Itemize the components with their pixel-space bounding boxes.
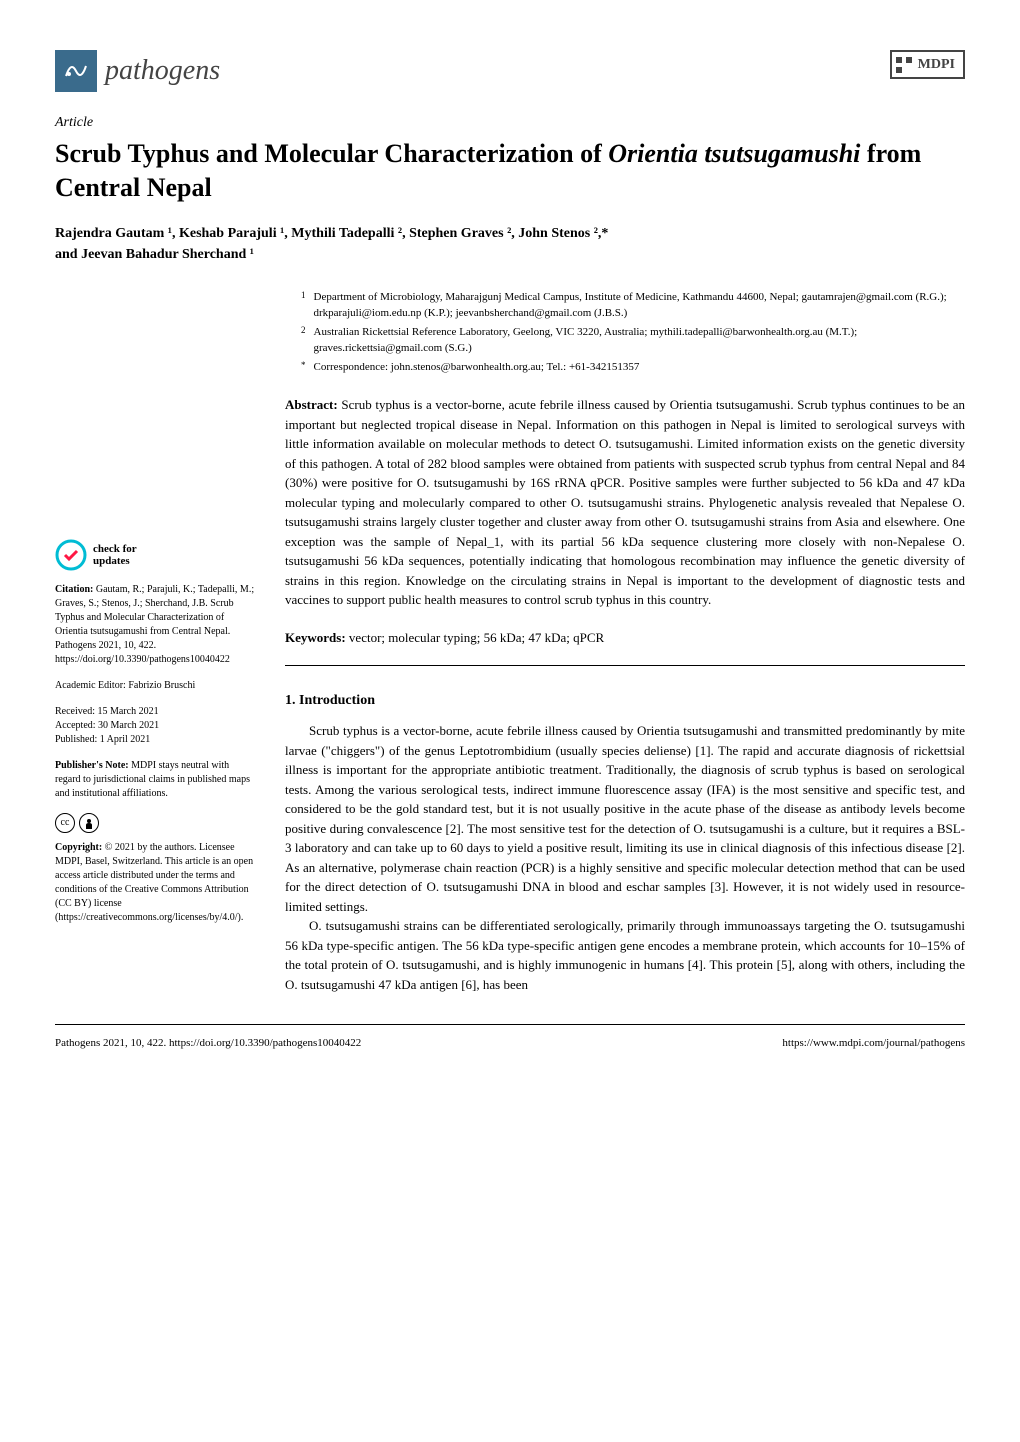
citation-text: Gautam, R.; Parajuli, K.; Tadepalli, M.;…	[55, 584, 254, 665]
check-updates-text: check forupdates	[93, 543, 137, 567]
check-updates[interactable]: check forupdates	[55, 539, 255, 571]
journal-icon	[55, 50, 97, 92]
keywords: Keywords: vector; molecular typing; 56 k…	[285, 628, 965, 667]
affiliation-num: 2	[301, 324, 306, 357]
abstract: Abstract: Scrub typhus is a vector-borne…	[285, 395, 965, 610]
keywords-text: vector; molecular typing; 56 kDa; 47 kDa…	[346, 630, 605, 645]
sidebar: check forupdates Citation: Gautam, R.; P…	[55, 289, 255, 995]
cc-license: cc	[55, 813, 255, 833]
affiliation-text: Correspondence: john.stenos@barwonhealth…	[314, 359, 640, 376]
page-header: pathogens MDPI	[55, 50, 965, 92]
copyright-block: Copyright: © 2021 by the authors. Licens…	[55, 841, 255, 925]
dates-block: Received: 15 March 2021 Accepted: 30 Mar…	[55, 705, 255, 747]
cc-icon: cc	[55, 813, 75, 833]
intro-p2: O. tsutsugamushi strains can be differen…	[285, 916, 965, 994]
by-icon	[79, 813, 99, 833]
editor-label: Academic Editor:	[55, 680, 126, 691]
journal-name: pathogens	[105, 50, 220, 92]
affiliations: 1 Department of Microbiology, Maharajgun…	[285, 289, 965, 376]
publishers-note-label: Publisher's Note:	[55, 760, 129, 771]
keywords-label: Keywords:	[285, 630, 346, 645]
mdpi-icon	[894, 55, 914, 75]
main-content: 1 Department of Microbiology, Maharajgun…	[285, 289, 965, 995]
affiliation-text: Australian Rickettsial Reference Laborat…	[314, 324, 966, 357]
authors-line1: Rajendra Gautam ¹, Keshab Parajuli ¹, My…	[55, 223, 965, 244]
citation-block: Citation: Gautam, R.; Parajuli, K.; Tade…	[55, 583, 255, 667]
affiliation-num: 1	[301, 289, 306, 322]
intro-heading: 1. Introduction	[285, 690, 965, 711]
publisher-name: MDPI	[918, 54, 955, 75]
intro-p1: Scrub typhus is a vector-borne, acute fe…	[285, 721, 965, 916]
title-italic: Orientia tsutsugamushi	[608, 139, 860, 168]
affiliation-num: *	[301, 359, 306, 376]
footer-left: Pathogens 2021, 10, 422. https://doi.org…	[55, 1035, 361, 1052]
affiliation-text: Department of Microbiology, Maharajgunj …	[314, 289, 966, 322]
check-updates-icon	[55, 539, 87, 571]
title-part1: Scrub Typhus and Molecular Characterizat…	[55, 139, 608, 168]
editor-text: Fabrizio Bruschi	[126, 680, 195, 691]
received-date: Received: 15 March 2021	[55, 705, 255, 719]
abstract-label: Abstract:	[285, 397, 338, 412]
accepted-date: Accepted: 30 March 2021	[55, 719, 255, 733]
page-footer: Pathogens 2021, 10, 422. https://doi.org…	[55, 1024, 965, 1052]
affiliation-item: * Correspondence: john.stenos@barwonheal…	[301, 359, 965, 376]
editor-block: Academic Editor: Fabrizio Bruschi	[55, 679, 255, 693]
journal-logo: pathogens	[55, 50, 220, 92]
article-type: Article	[55, 112, 965, 133]
citation-label: Citation:	[55, 584, 93, 595]
published-date: Published: 1 April 2021	[55, 733, 255, 747]
affiliation-item: 1 Department of Microbiology, Maharajgun…	[301, 289, 965, 322]
authors-line2: and Jeevan Bahadur Sherchand ¹	[55, 244, 965, 265]
copyright-text: © 2021 by the authors. Licensee MDPI, Ba…	[55, 842, 253, 923]
mdpi-logo: MDPI	[890, 50, 965, 79]
copyright-label: Copyright:	[55, 842, 102, 853]
intro-body: Scrub typhus is a vector-borne, acute fe…	[285, 721, 965, 994]
publishers-note-block: Publisher's Note: MDPI stays neutral wit…	[55, 759, 255, 801]
affiliation-item: 2 Australian Rickettsial Reference Labor…	[301, 324, 965, 357]
footer-right: https://www.mdpi.com/journal/pathogens	[782, 1035, 965, 1052]
authors: Rajendra Gautam ¹, Keshab Parajuli ¹, My…	[55, 223, 965, 265]
article-title: Scrub Typhus and Molecular Characterizat…	[55, 137, 965, 205]
abstract-text: Scrub typhus is a vector-borne, acute fe…	[285, 397, 965, 607]
